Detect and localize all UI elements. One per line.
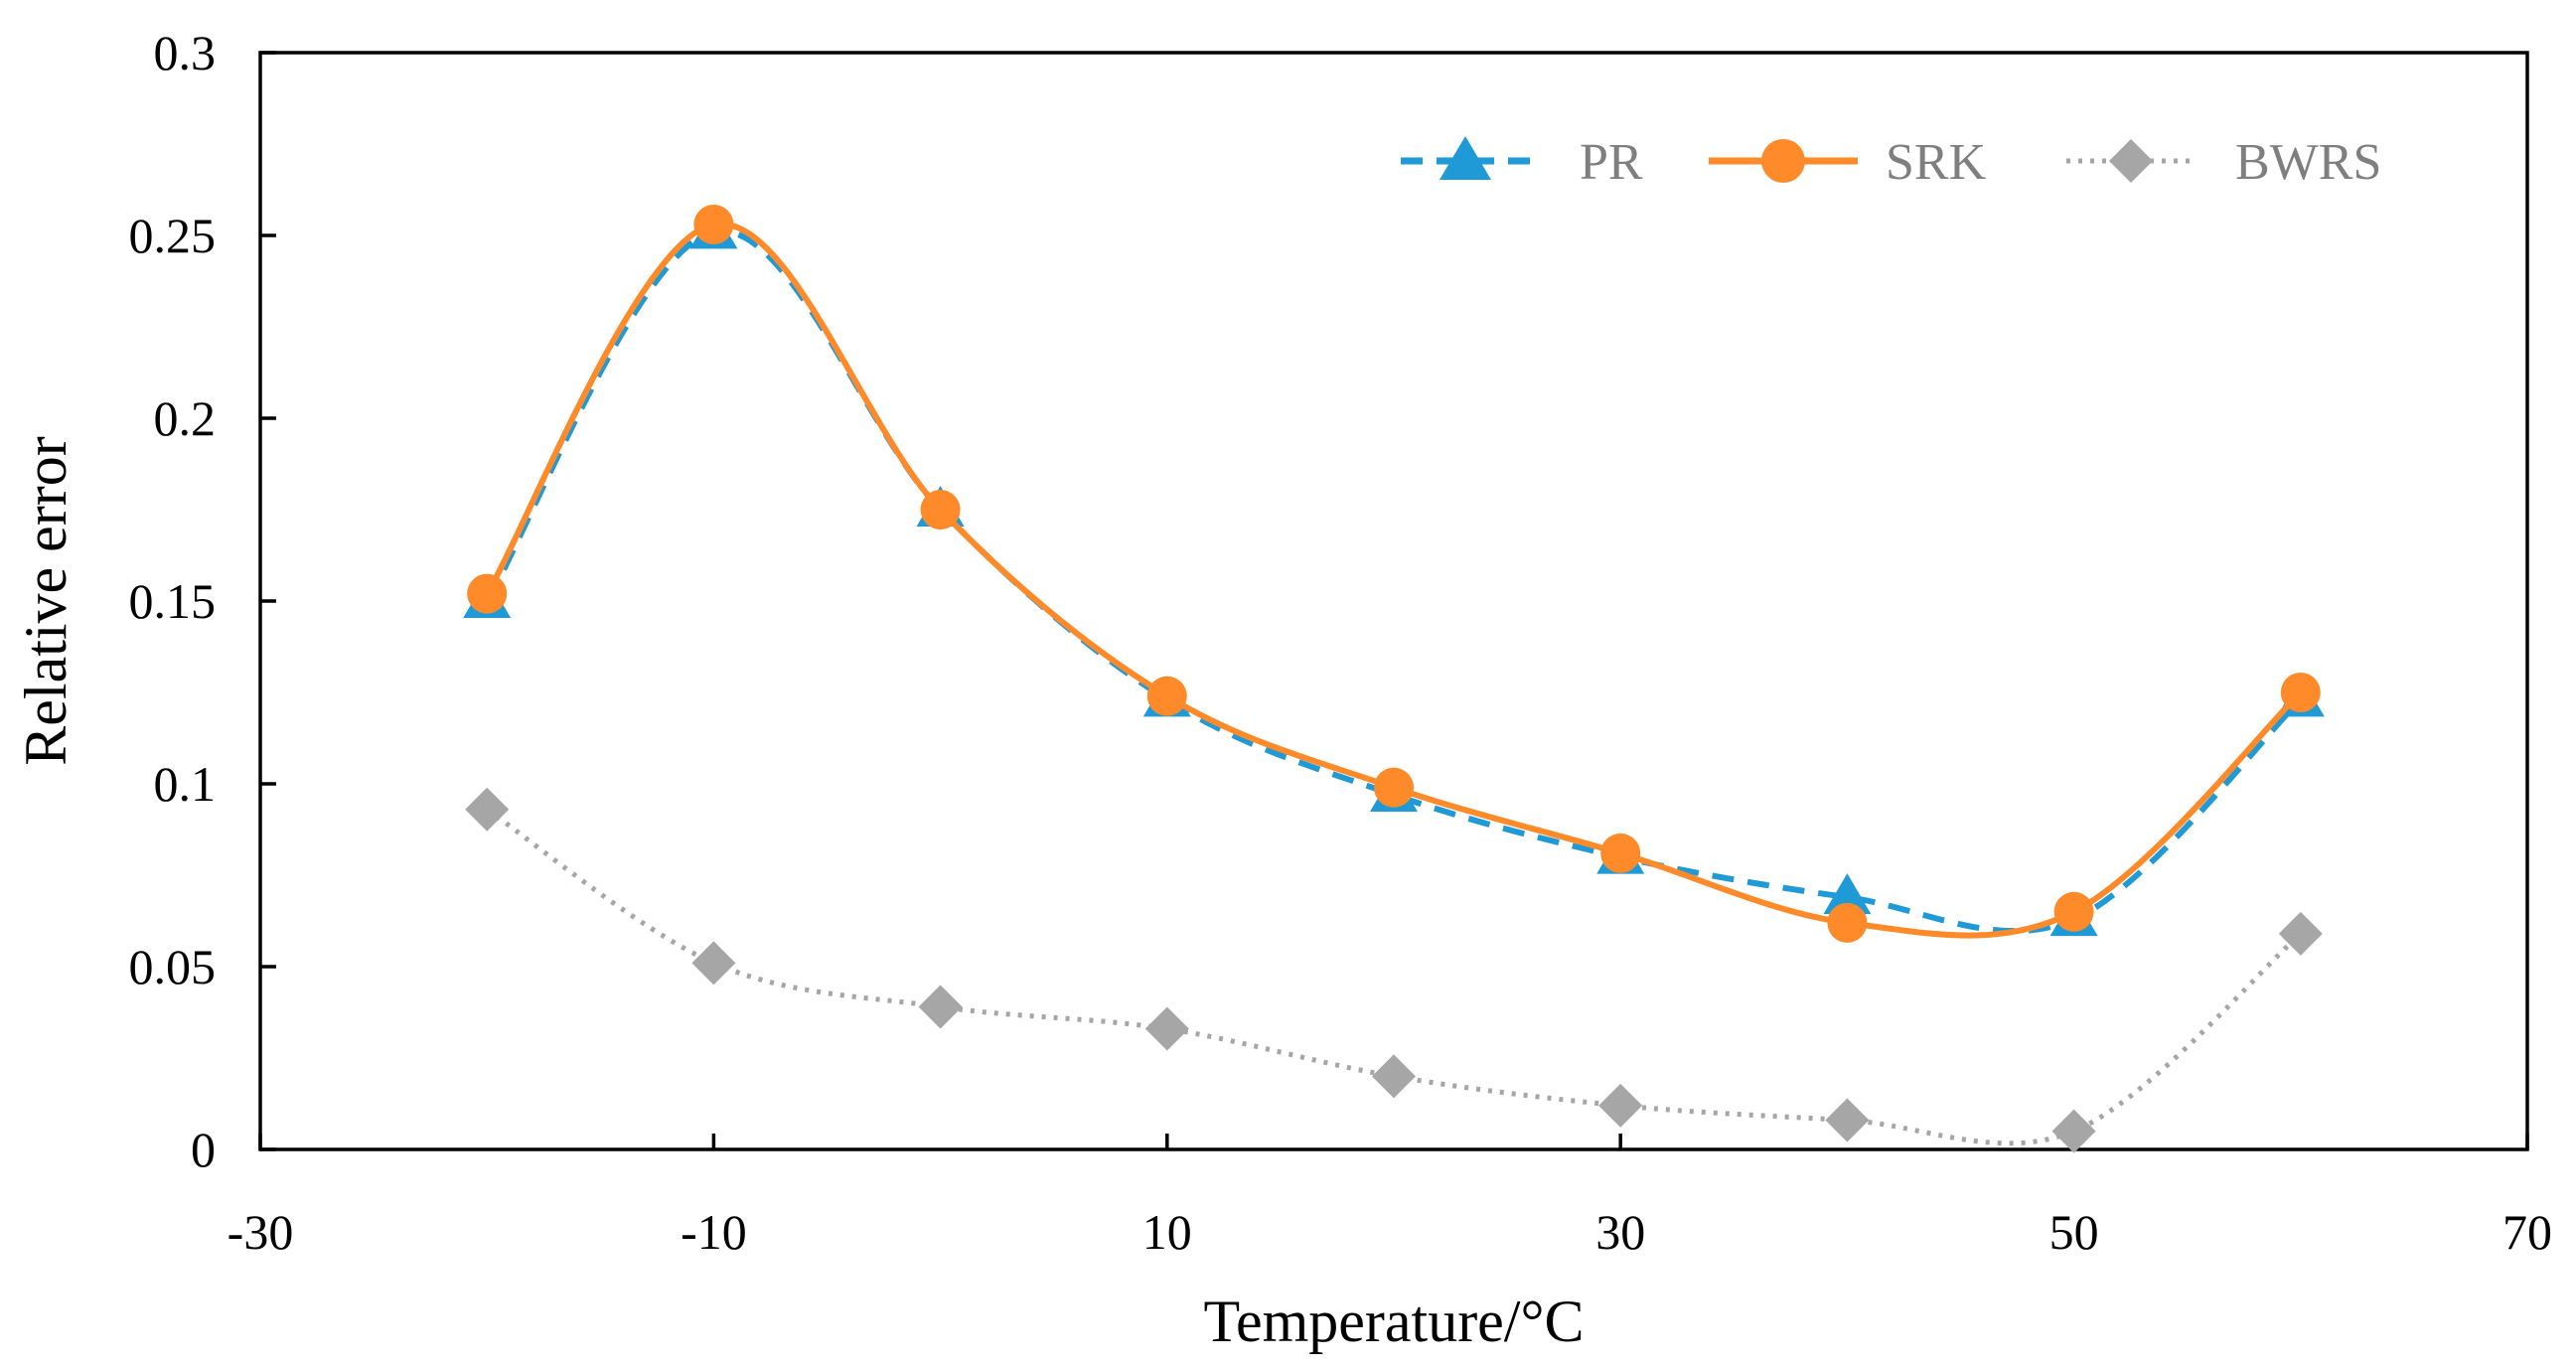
data-point-srk [1827, 902, 1868, 943]
data-point-bwrs [691, 941, 736, 986]
x-axis-ticks: -30 -10 10 30 50 70 [227, 1134, 2552, 1260]
data-point-srk [693, 204, 734, 244]
legend-marker-bwrs-diamond-icon [2109, 139, 2153, 183]
x-tick-label: 10 [1142, 1204, 1192, 1260]
y-tick-label: 0.1 [154, 756, 217, 812]
x-tick-label: 70 [2502, 1204, 2552, 1260]
data-point-srk [1146, 676, 1187, 716]
data-point-srk [467, 573, 508, 614]
series-bwrs [465, 787, 2323, 1153]
data-point-bwrs [1825, 1098, 1870, 1142]
x-axis-title: Temperature/°C [1204, 1289, 1585, 1354]
data-point-pr [1823, 873, 1872, 915]
x-tick-label: 30 [1595, 1204, 1645, 1260]
y-axis-ticks: 0 0.05 0.1 0.15 0.2 0.25 0.3 [129, 25, 276, 1177]
data-point-srk [1374, 767, 1414, 808]
legend-marker-pr-triangle-icon [1440, 136, 1491, 180]
y-tick-label: 0.15 [129, 573, 217, 629]
legend-label-pr: PR [1580, 134, 1643, 191]
data-point-bwrs [918, 985, 963, 1029]
y-tick-label: 0.25 [129, 208, 217, 263]
data-point-srk [1600, 833, 1641, 873]
x-tick-label: 50 [2049, 1204, 2099, 1260]
data-point-srk [2053, 891, 2094, 932]
data-point-srk [920, 490, 961, 530]
y-tick-label: 0.2 [154, 390, 217, 446]
legend-label-srk: SRK [1886, 134, 1987, 191]
data-point-bwrs [2278, 911, 2323, 956]
y-tick-label: 0.05 [129, 939, 217, 994]
legend-item-bwrs: BWRS [2066, 134, 2381, 191]
data-point-bwrs [1372, 1054, 1416, 1099]
legend-item-srk: SRK [1709, 134, 1987, 191]
legend-marker-srk-circle-icon [1761, 139, 1805, 183]
x-tick-label: -10 [681, 1204, 747, 1260]
y-axis-title: Relative error [13, 436, 78, 766]
x-tick-label: -30 [227, 1204, 294, 1260]
data-point-bwrs [1598, 1083, 1643, 1128]
legend-label-bwrs: BWRS [2235, 134, 2381, 191]
y-tick-label: 0.3 [154, 25, 217, 80]
legend-item-pr: PR [1401, 134, 1643, 191]
series-layer [463, 204, 2325, 1153]
legend: PR SRK BWRS [1401, 134, 2381, 191]
y-tick-label: 0 [191, 1122, 216, 1177]
data-point-bwrs [465, 787, 510, 832]
data-point-bwrs [2051, 1109, 2096, 1153]
series-srk [467, 204, 2321, 943]
data-point-srk [2280, 673, 2321, 712]
data-point-bwrs [1144, 1006, 1189, 1051]
